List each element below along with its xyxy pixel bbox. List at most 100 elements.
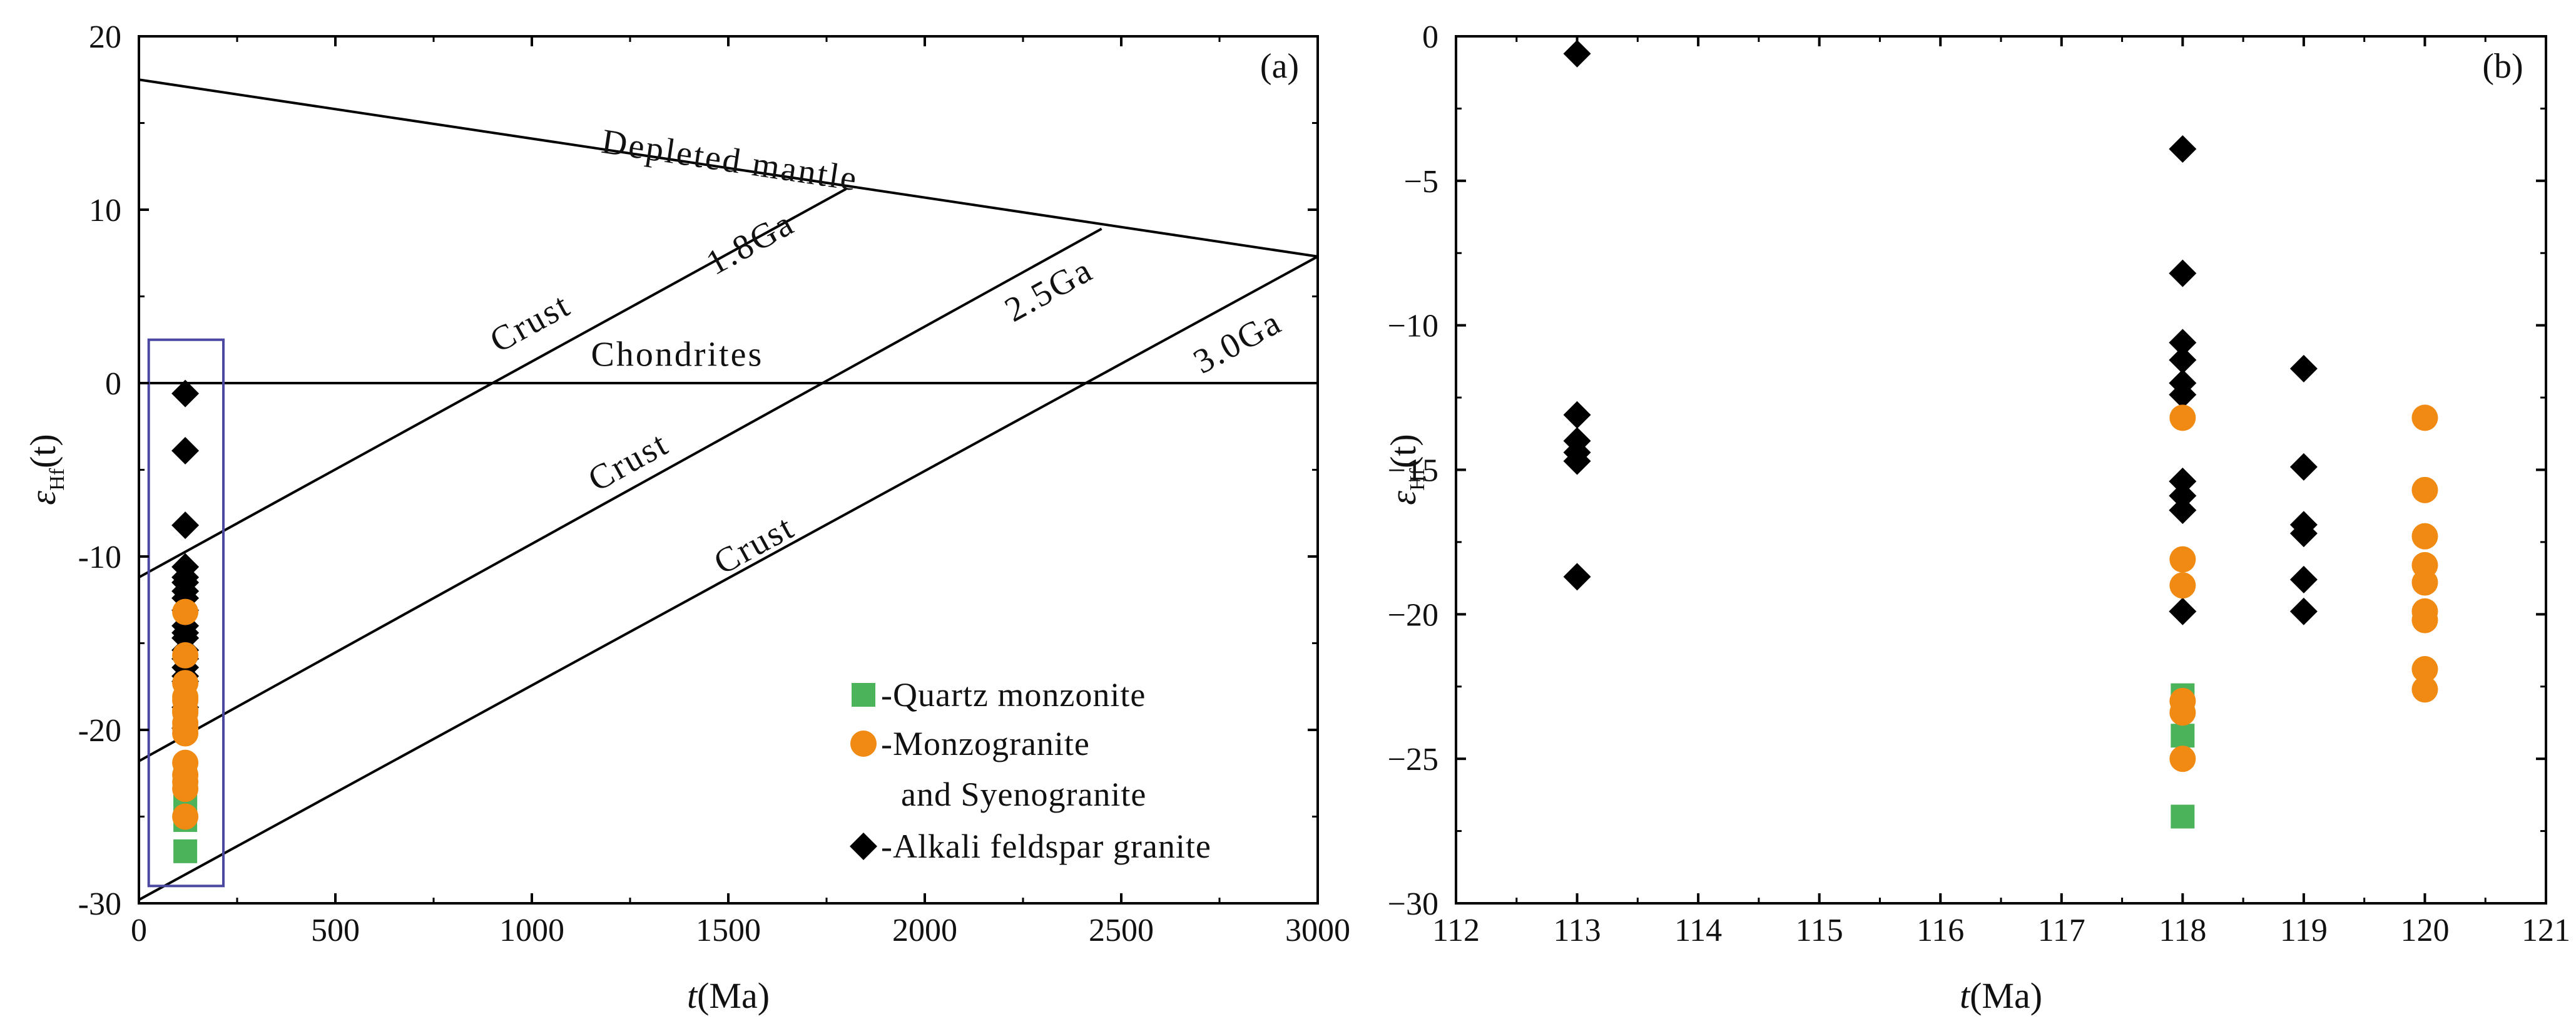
annotation-5: 3.0Ga <box>1187 302 1288 381</box>
panel-b-y-tick-label-7: 0 <box>1422 19 1438 55</box>
panel-a-y-axis-title: εHf(t) <box>23 434 69 505</box>
panel-b-y-axis-title: εHf(t) <box>1383 434 1429 505</box>
panel-b-y-axis-title-rest: (t) <box>1383 434 1423 468</box>
annotation-7: Crust <box>582 424 675 499</box>
panel-a-y-tick-label-3: -10 <box>78 540 121 575</box>
panel-a-y-tick-label-1: -30 <box>78 886 121 922</box>
panel-a-x-tick-label-1: 0 <box>131 913 147 948</box>
panel-b-point-diamond-13 <box>2169 467 2197 495</box>
panel-a-x-tick-label-2: 500 <box>311 913 360 948</box>
reference-line-1 <box>139 78 1318 258</box>
panel-b: 112 113 114 115 116 117 118 119 120 121 −30 −25 −20 −… <box>1383 19 2570 1016</box>
panel-b-point-diamond-7 <box>2169 135 2197 163</box>
panel-b-point-circle-15 <box>2411 676 2438 703</box>
legend-label-1-1: -Quartz monzonite <box>881 676 1146 714</box>
panel-a-point-diamond-2 <box>171 437 200 465</box>
panel-a-point-circle-1 <box>172 598 199 625</box>
panel-a-y-axis-title-sub: Hf <box>46 468 69 491</box>
panel-b-point-diamond-5 <box>1563 447 1591 475</box>
panel-b-point-diamond-17 <box>2289 354 2318 382</box>
panel-b-x-tick-label-1: 112 <box>1432 913 1480 948</box>
panel-a-y-tick-label-6: 20 <box>89 19 121 55</box>
panel-b-point-circle-3 <box>2169 572 2196 599</box>
panel-b-y-axis-title-main: ε <box>1383 491 1423 505</box>
panel-b-point-circle-2 <box>2169 546 2196 573</box>
panel-b-point-diamond-6 <box>1563 563 1591 591</box>
panel-b-x-tick-label-3: 114 <box>1674 913 1722 948</box>
panel-b-point-square-3 <box>2171 804 2195 829</box>
panel-b-point-circle-13 <box>2411 607 2438 633</box>
panel-b-frame <box>1455 35 2547 905</box>
panel-a-point-diamond-3 <box>171 511 200 540</box>
panel-b-x-tick-label-4: 115 <box>1796 913 1843 948</box>
annotation-1: Depleted mantle <box>599 122 861 199</box>
panel-b-point-circle-11 <box>2411 569 2438 596</box>
panel-a-x-tick-label-7: 3000 <box>1285 913 1350 948</box>
reference-line-4 <box>139 227 1102 762</box>
panel-b-point-diamond-12 <box>2169 381 2197 409</box>
panel-b-point-diamond-1 <box>1563 39 1591 68</box>
legend-label-3-1: -Alkali feldspar granite <box>881 828 1211 865</box>
panel-a-y-axis-title-main: ε <box>23 491 63 505</box>
panel-b-y-tick-label-1: −30 <box>1388 886 1438 922</box>
panel-a-point-circle-10 <box>172 720 199 747</box>
panel-b-point-circle-9 <box>2411 523 2438 550</box>
reference-line-3 <box>139 188 847 578</box>
panel-b-point-diamond-8 <box>2169 259 2197 287</box>
panel-a-y-tick-label-2: -20 <box>78 713 121 749</box>
panel-a-x-axis-title: t(Ma) <box>687 975 770 1016</box>
annotation-4: 2.5Ga <box>999 250 1100 330</box>
panel-b-point-diamond-22 <box>2289 597 2318 625</box>
panel-a-x-tick-label-5: 2000 <box>892 913 957 948</box>
legend-marker-2 <box>850 731 877 757</box>
legend-marker-3 <box>850 833 877 860</box>
panel-b-y-tick-label-6: −5 <box>1404 164 1438 200</box>
panel-a-point-circle-14 <box>172 776 199 803</box>
panel-b-point-diamond-15 <box>2169 496 2197 525</box>
panel-b-point-diamond-20 <box>2289 520 2318 548</box>
panel-b-point-circle-1 <box>2169 404 2196 431</box>
panel-b-x-tick-label-8: 119 <box>2280 913 2328 948</box>
panel-a-y-tick-label-4: 0 <box>105 366 121 402</box>
panel-b-x-tick-label-9: 120 <box>2400 913 2449 948</box>
panel-b-x-axis-title: t(Ma) <box>1960 975 2042 1016</box>
legend-label-2-2: and Syenogranite <box>901 776 1146 813</box>
panel-a-point-circle-15 <box>172 803 199 830</box>
legend-label-2-1: -Monzogranite <box>881 725 1090 762</box>
panel-b-y-tick-label-3: −20 <box>1388 597 1438 633</box>
panel-a: Depleted mantle Chondrites 1.8Ga 2.5Ga 3.0Ga… <box>23 19 1350 1016</box>
panel-b-x-tick-label-7: 118 <box>2159 913 2206 948</box>
panel-a-tag: (a) <box>1260 47 1299 86</box>
panel-b-point-diamond-2 <box>1563 401 1591 429</box>
panel-b-point-circle-6 <box>2169 746 2196 772</box>
panel-b-point-circle-7 <box>2411 404 2438 431</box>
panel-b-point-circle-5 <box>2169 699 2196 726</box>
panel-a-point-diamond-1 <box>171 379 200 408</box>
panel-b-point-diamond-10 <box>2169 346 2197 374</box>
panel-a-point-square-5 <box>173 839 198 863</box>
annotation-2: Chondrites <box>591 335 763 374</box>
panel-a-y-tick-label-5: 10 <box>89 193 121 228</box>
panel-b-x-tick-label-5: 116 <box>1917 913 1964 948</box>
panel-a-x-axis-title-unit: (Ma) <box>697 975 770 1016</box>
panel-a-y-axis-title-rest: (t) <box>23 434 63 468</box>
panel-b-x-tick-label-2: 113 <box>1554 913 1601 948</box>
annotation-6: Crust <box>484 285 577 361</box>
panel-b-x-tick-label-10: 121 <box>2522 913 2570 948</box>
panel-a-x-tick-label-3: 1000 <box>499 913 564 948</box>
highlight-box <box>147 338 225 888</box>
panel-b-point-square-2 <box>2171 724 2195 748</box>
panel-b-point-diamond-14 <box>2169 482 2197 510</box>
panel-b-y-tick-label-5: −10 <box>1388 309 1438 344</box>
panel-b-x-tick-label-6: 117 <box>2038 913 2085 948</box>
panel-a-x-axis-title-italic: t <box>687 975 698 1016</box>
panel-a-x-tick-label-4: 1500 <box>696 913 761 948</box>
panel-b-x-axis-title-italic: t <box>1960 975 1971 1016</box>
panel-b-tag: (b) <box>2482 47 2523 86</box>
reference-line-5 <box>139 255 1318 901</box>
annotation-3: 1.8Ga <box>700 203 802 283</box>
panel-b-y-axis-title-sub: Hf <box>1406 468 1429 491</box>
panel-b-point-diamond-21 <box>2289 565 2318 593</box>
panel-b-point-diamond-9 <box>2169 329 2197 357</box>
